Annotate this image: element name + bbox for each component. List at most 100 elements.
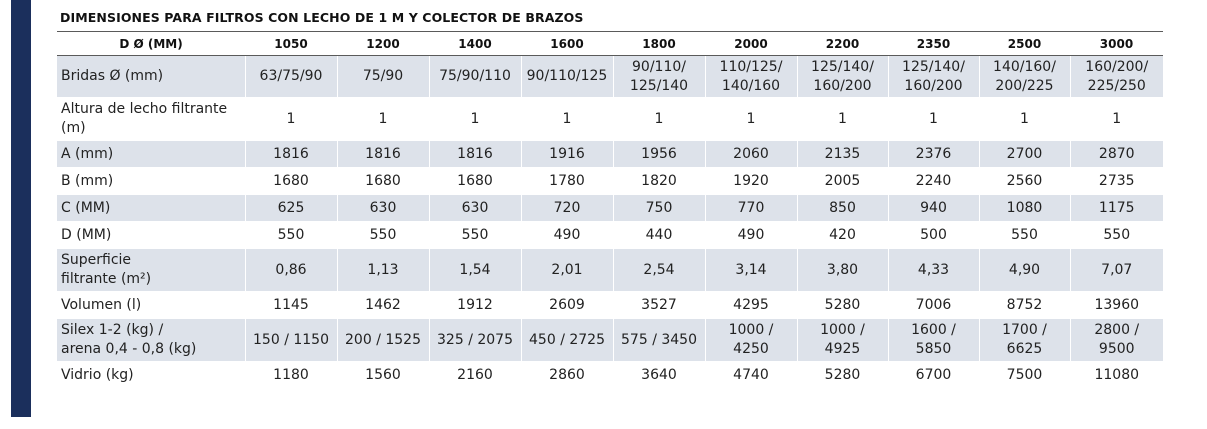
cell-value: 2376 <box>915 145 952 162</box>
value-cell: 3,80 <box>796 248 888 292</box>
cell-value: 1816 <box>457 145 493 162</box>
row-label-cell: A (mm) <box>57 140 245 168</box>
cell-value: 1820 <box>641 172 677 189</box>
side-accent-bar <box>11 0 31 417</box>
value-cell: 2376 <box>887 140 979 168</box>
value-cell: 1912 <box>428 291 521 319</box>
row-label-cell: Superficie filtrante (m²) <box>57 248 245 292</box>
value-cell: 770 <box>704 194 797 222</box>
cell-value: 2735 <box>1098 172 1135 189</box>
cell-value: 2800 / 9500 <box>1094 322 1140 357</box>
cell-value: 1816 <box>273 145 309 162</box>
value-cell: 1680 <box>336 167 429 195</box>
row-label: B (mm) <box>61 172 114 189</box>
table-row: Bridas Ø (mm) 63/75/90 75/90 75/90/110 90/11… <box>57 55 1163 98</box>
cell-value: 1700 / 6625 <box>1002 322 1047 357</box>
cell-value: 1912 <box>457 296 493 313</box>
header-diameter: 2350 <box>888 31 979 56</box>
cell-value: 2005 <box>824 172 861 189</box>
value-cell: 1 <box>887 97 979 141</box>
value-cell: 2240 <box>887 167 979 195</box>
value-cell: 140/160/ 200/225 <box>978 55 1070 98</box>
cell-value: 1 <box>470 110 480 127</box>
cell-value: 2560 <box>1006 172 1043 189</box>
value-cell: 1680 <box>428 167 521 195</box>
cell-value: 13960 <box>1094 296 1140 313</box>
cell-value: 720 <box>553 199 581 216</box>
value-cell: 1 <box>612 97 705 141</box>
cell-value: 1 <box>1020 110 1029 127</box>
cell-value: 1 <box>838 110 847 127</box>
value-cell: 1 <box>796 97 888 141</box>
cell-value: 4,33 <box>917 261 950 278</box>
row-label: Vidrio (kg) <box>61 366 134 383</box>
cell-value: 0,86 <box>275 261 307 278</box>
cell-value: 490 <box>553 226 581 243</box>
row-label-cell: Vidrio (kg) <box>57 361 245 389</box>
cell-value: 7,07 <box>1101 261 1133 278</box>
row-label-cell: Bridas Ø (mm) <box>57 55 245 98</box>
header-diameter: 2000 <box>705 31 797 56</box>
dimensions-table: D Ø (MM) 1050 1200 1400 1600 1800 2000 2… <box>57 31 1163 389</box>
value-cell: 1 <box>520 97 613 141</box>
value-cell: 125/140/ 160/200 <box>887 55 979 98</box>
cell-value: 1680 <box>457 172 493 189</box>
value-cell: 1,54 <box>428 248 521 292</box>
cell-value: 3640 <box>641 366 677 383</box>
value-cell: 2060 <box>704 140 797 168</box>
value-cell: 850 <box>796 194 888 222</box>
value-cell: 2609 <box>520 291 613 319</box>
header-diameter: 1800 <box>613 31 705 56</box>
cell-value: 11080 <box>1094 366 1140 383</box>
table-row: Silex 1-2 (kg) / arena 0,4 - 0,8 (kg) 150… <box>57 318 1163 362</box>
value-cell: 7500 <box>978 361 1070 389</box>
cell-value: 850 <box>829 199 856 216</box>
cell-value: 2135 <box>824 145 861 162</box>
header-diameter: 3000 <box>1070 31 1163 56</box>
table-header-row: D Ø (MM) 1050 1200 1400 1600 1800 2000 2… <box>57 31 1163 56</box>
value-cell: 2,01 <box>520 248 613 292</box>
cell-value: 5280 <box>824 366 861 383</box>
header-diameter: 1200 <box>337 31 429 56</box>
cell-value: 5280 <box>824 296 861 313</box>
value-cell: 625 <box>244 194 337 222</box>
cell-value: 1560 <box>365 366 401 383</box>
cell-value: 625 <box>277 199 305 216</box>
value-cell: 110/125/ 140/160 <box>704 55 797 98</box>
value-cell: 940 <box>887 194 979 222</box>
value-cell: 1920 <box>704 167 797 195</box>
cell-value: 630 <box>461 199 489 216</box>
cell-value: 1 <box>286 110 296 127</box>
value-cell: 63/75/90 <box>244 55 337 98</box>
value-cell: 1462 <box>336 291 429 319</box>
value-cell: 150 / 1150 <box>244 318 337 362</box>
cell-value: 550 <box>277 226 305 243</box>
value-cell: 550 <box>428 221 521 249</box>
cell-value: 200 / 1525 <box>345 331 421 348</box>
row-label: D (MM) <box>61 226 112 243</box>
value-cell: 1180 <box>244 361 337 389</box>
cell-value: 1080 <box>1006 199 1043 216</box>
cell-value: 3,80 <box>826 261 859 278</box>
value-cell: 1916 <box>520 140 613 168</box>
value-cell: 2860 <box>520 361 613 389</box>
value-cell: 2800 / 9500 <box>1069 318 1163 362</box>
value-cell: 1780 <box>520 167 613 195</box>
value-cell: 450 / 2725 <box>520 318 613 362</box>
value-cell: 90/110/125 <box>520 55 613 98</box>
table-row: C (MM) 625 630 630 720 750 770 850 940 1080 1175 <box>57 194 1163 222</box>
value-cell: 0,86 <box>244 248 337 292</box>
value-cell: 3,14 <box>704 248 797 292</box>
value-cell: 1816 <box>428 140 521 168</box>
row-label-cell: B (mm) <box>57 167 245 195</box>
value-cell: 420 <box>796 221 888 249</box>
value-cell: 2160 <box>428 361 521 389</box>
value-cell: 1 <box>244 97 337 141</box>
cell-value: 325 / 2075 <box>437 331 513 348</box>
cell-value: 2160 <box>457 366 493 383</box>
cell-value: 1680 <box>273 172 309 189</box>
value-cell: 6700 <box>887 361 979 389</box>
value-cell: 1560 <box>336 361 429 389</box>
header-diameter: 1050 <box>245 31 337 56</box>
cell-value: 1000 / 4925 <box>820 322 865 357</box>
